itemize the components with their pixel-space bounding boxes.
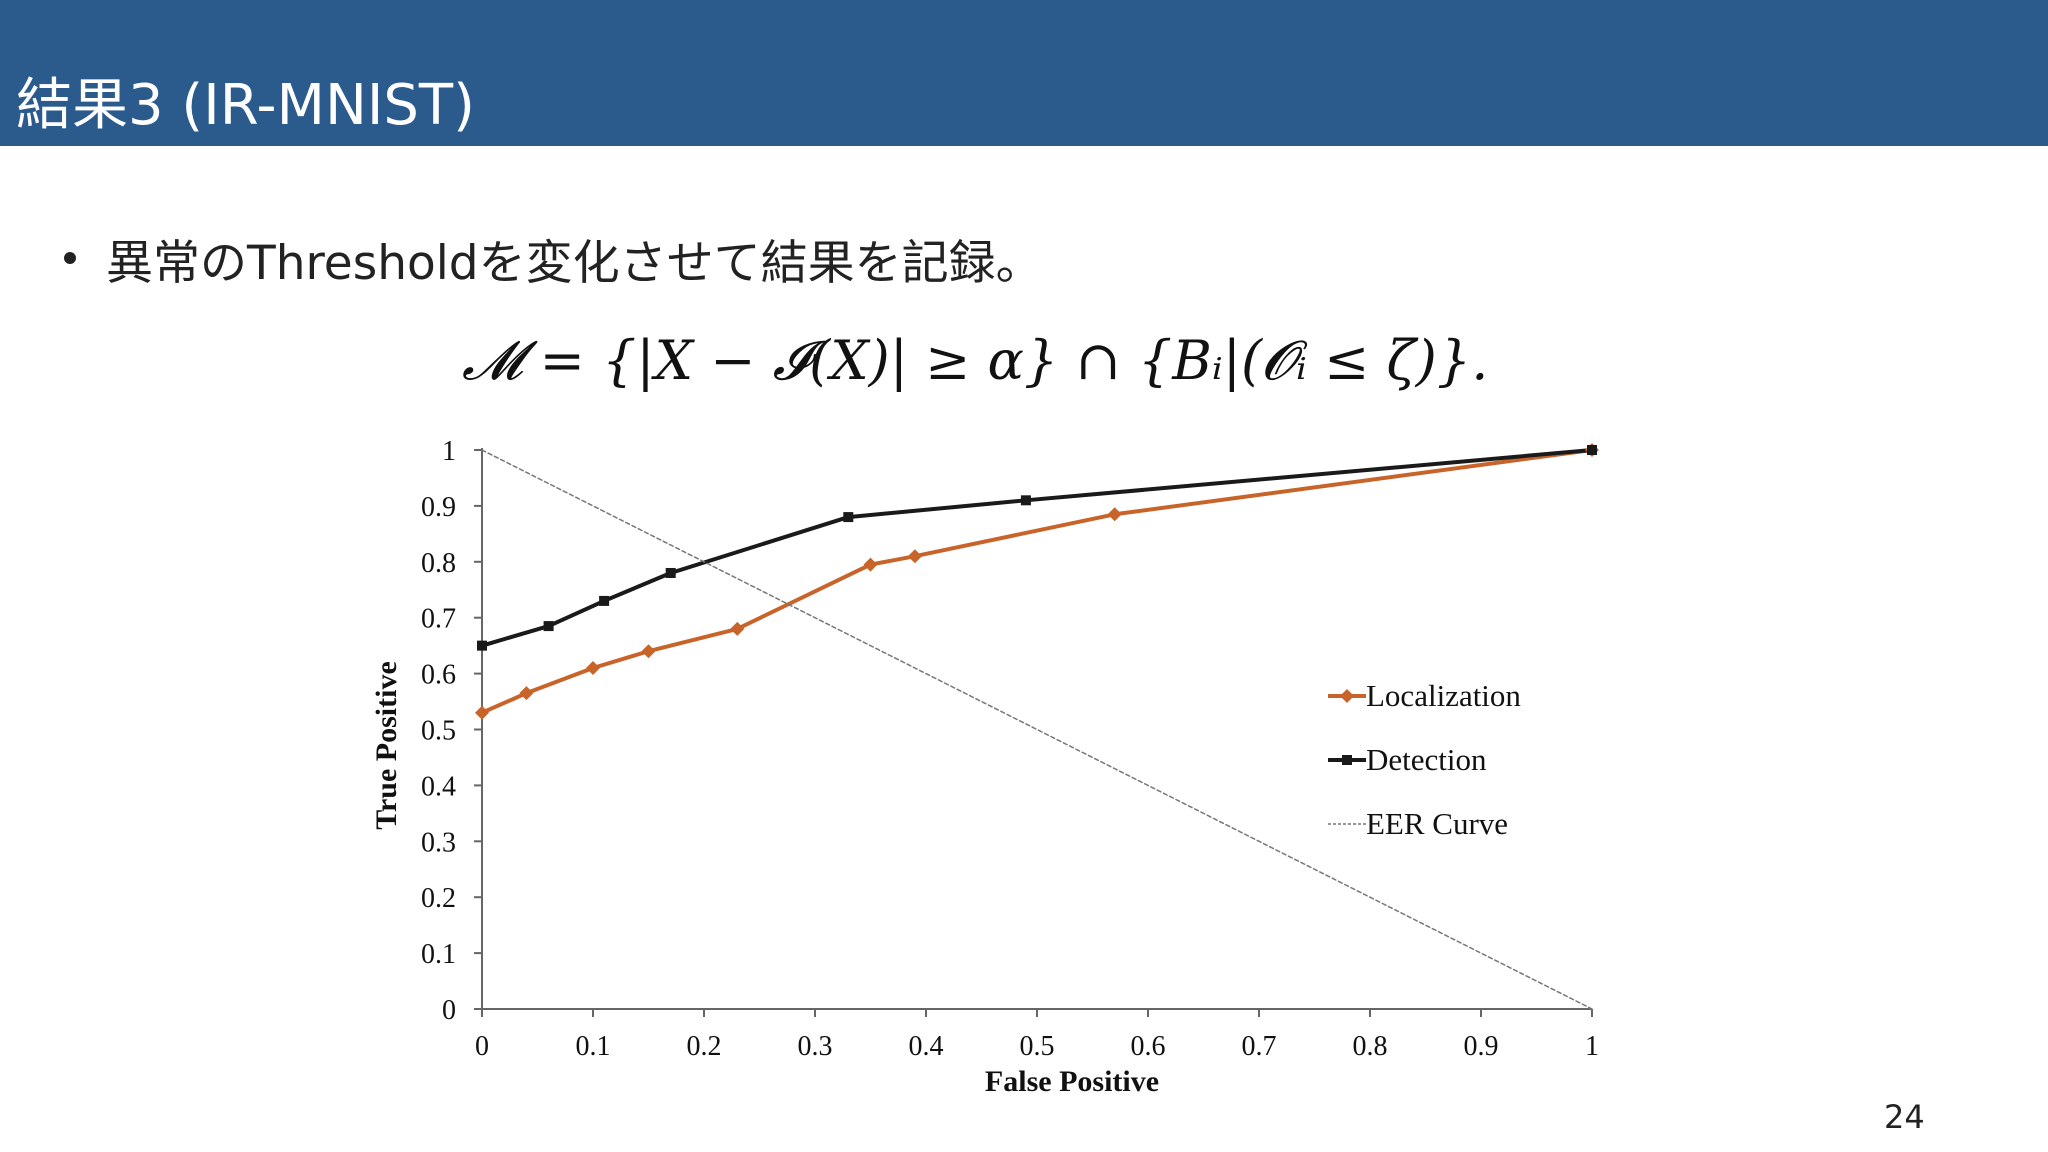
detection-point bbox=[477, 640, 487, 651]
x-tick-label: 0.1 bbox=[576, 1031, 611, 1062]
x-tick-label: 0.6 bbox=[1131, 1031, 1166, 1062]
bullet-dot-icon bbox=[64, 252, 76, 264]
y-tick-label: 0.7 bbox=[421, 604, 456, 635]
y-tick-label: 1 bbox=[442, 436, 456, 467]
page-number: 24 bbox=[1884, 1098, 1925, 1136]
legend-detection-label: Detection bbox=[1366, 742, 1487, 777]
y-tick-label: 0.9 bbox=[421, 492, 456, 523]
x-axis-title: False Positive bbox=[985, 1065, 1159, 1098]
x-tick-label: 0.8 bbox=[1353, 1031, 1388, 1062]
localization-point bbox=[586, 661, 600, 676]
localization-point bbox=[641, 644, 656, 659]
detection-point bbox=[543, 621, 554, 632]
x-tick-label: 0.2 bbox=[687, 1031, 722, 1062]
localization-point bbox=[475, 705, 489, 720]
bullet-item: 異常のThresholdを変化させて結果を記録。 bbox=[64, 226, 1043, 291]
x-tick-label: 0.4 bbox=[909, 1031, 944, 1062]
x-tick-label: 0.3 bbox=[798, 1031, 833, 1062]
legend-localization-marker bbox=[1340, 689, 1354, 703]
formula: 𝓜 = {|X − 𝓘(X)| ≥ α} ∩ {Bᵢ|(𝓞ᵢ ≤ ζ)}. bbox=[462, 329, 1489, 392]
x-tick-label: 1 bbox=[1585, 1031, 1599, 1062]
y-tick-label: 0.5 bbox=[421, 716, 456, 747]
detection-point bbox=[843, 512, 854, 523]
slide-title: 結果3 (IR-MNIST) bbox=[16, 73, 475, 138]
y-axis-title: True Positive bbox=[370, 661, 403, 830]
localization-point bbox=[863, 557, 878, 572]
legend-localization-label: Localization bbox=[1366, 678, 1521, 713]
localization-point bbox=[730, 621, 745, 636]
y-tick-label: 0.2 bbox=[421, 883, 456, 914]
legend-eer-curve-label: EER Curve bbox=[1366, 806, 1508, 841]
y-tick-label: 0.6 bbox=[421, 660, 456, 691]
y-tick-label: 0 bbox=[442, 995, 456, 1026]
x-tick-label: 0.9 bbox=[1464, 1031, 1499, 1062]
localization-point bbox=[1107, 507, 1122, 522]
x-tick-label: 0.7 bbox=[1242, 1031, 1277, 1062]
y-tick-label: 0.3 bbox=[421, 827, 456, 858]
detection-point bbox=[1587, 445, 1597, 455]
y-tick-label: 0.4 bbox=[421, 771, 456, 802]
x-tick-label: 0 bbox=[475, 1031, 489, 1062]
detection-point bbox=[665, 567, 676, 578]
detection-point bbox=[599, 595, 610, 606]
legend-detection-marker bbox=[1342, 755, 1352, 765]
detection-point bbox=[1020, 495, 1031, 506]
y-tick-label: 0.1 bbox=[421, 939, 456, 970]
localization-point bbox=[519, 686, 534, 701]
y-tick-label: 0.8 bbox=[421, 548, 456, 579]
x-tick-label: 0.5 bbox=[1020, 1031, 1055, 1062]
localization-point bbox=[907, 549, 922, 564]
detection-line bbox=[480, 448, 1594, 648]
slide-header: 結果3 (IR-MNIST) bbox=[0, 0, 2048, 146]
eer-curve-line bbox=[481, 449, 1593, 1010]
bullet-text: 異常のThresholdを変化させて結果を記録。 bbox=[106, 235, 1043, 291]
